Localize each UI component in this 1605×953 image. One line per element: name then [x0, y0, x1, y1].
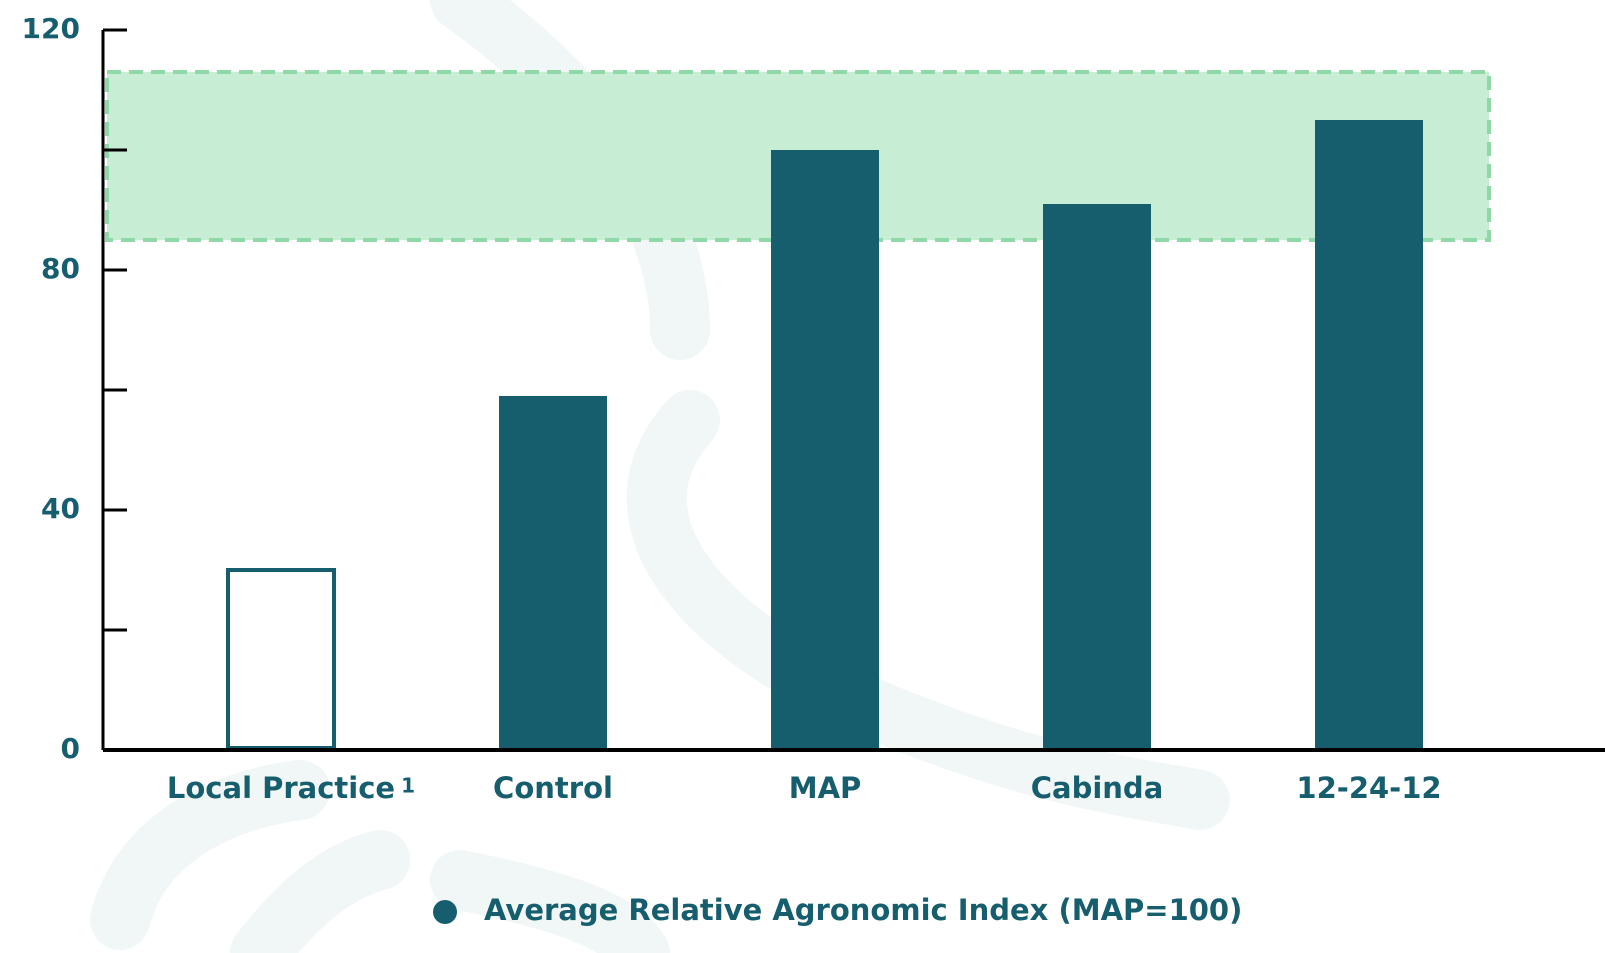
bar: [226, 568, 336, 750]
bar: [771, 150, 879, 750]
y-tick-label: 40: [41, 492, 80, 525]
x-tick-label: Cabinda: [1031, 771, 1164, 805]
y-tick-label: 80: [41, 252, 80, 285]
x-tick-label: MAP: [789, 771, 862, 805]
footnote-marker: 1: [401, 774, 415, 798]
y-tick-label: 120: [22, 12, 80, 45]
legend-marker: [433, 900, 457, 924]
bar: [499, 396, 607, 750]
bar: [1315, 120, 1423, 750]
legend-label: Average Relative Agronomic Index (MAP=10…: [484, 893, 1242, 927]
x-tick-label: 12-24-12: [1296, 771, 1441, 805]
x-tick-label: Local Practice: [167, 771, 395, 805]
x-tick-label: Control: [493, 771, 613, 805]
y-tick-label: 0: [61, 732, 80, 765]
bar: [1043, 204, 1151, 750]
